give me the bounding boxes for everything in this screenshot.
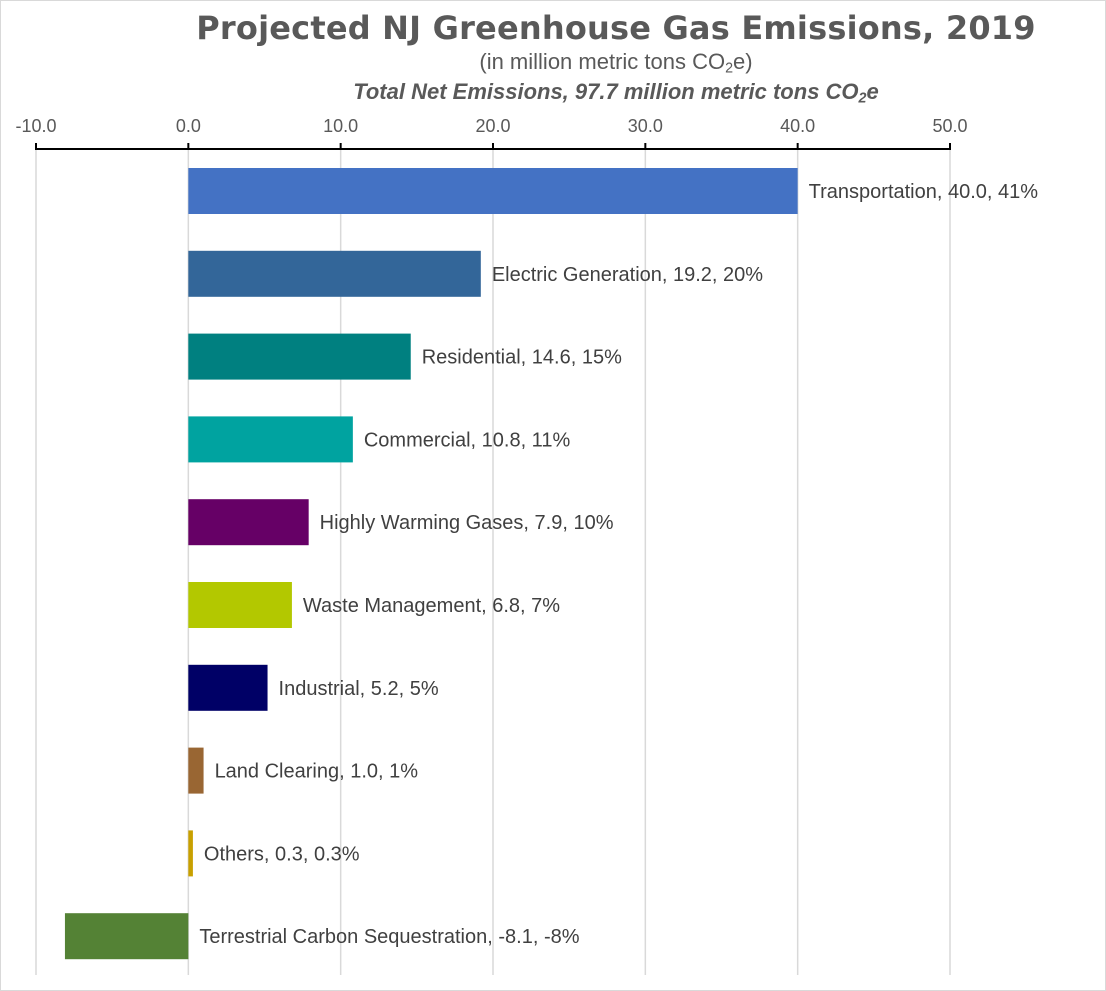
chart-subtitle: (in million metric tons CO2e) [1, 49, 1106, 77]
bar-transportation [188, 168, 798, 214]
data-label: Electric Generation, 19.2, 20% [492, 264, 763, 286]
bar-land-clearing [188, 747, 204, 794]
bar-industrial [188, 664, 268, 711]
data-label: Waste Management, 6.8, 7% [303, 595, 560, 617]
bar-highly-warming-gases [188, 499, 309, 546]
bar-commercial [188, 416, 353, 463]
data-label: Terrestrial Carbon Sequestration, -8.1, … [199, 926, 579, 948]
chart-total-suffix: e [866, 79, 879, 104]
data-label: Others, 0.3, 0.3% [204, 843, 360, 865]
x-tick-label: 50.0 [932, 116, 967, 136]
chart-subtitle-text: (in million metric tons CO [479, 49, 726, 74]
x-tick-label: 30.0 [628, 116, 663, 136]
chart-subtitle-suffix: e) [733, 49, 753, 74]
data-label: Land Clearing, 1.0, 1% [215, 761, 419, 783]
data-label: Industrial, 5.2, 5% [279, 678, 439, 700]
data-label: Transportation, 40.0, 41% [809, 181, 1039, 203]
data-label: Highly Warming Gases, 7.9, 10% [320, 512, 614, 534]
bar-terrestrial-carbon-sequestration [64, 913, 189, 960]
bar-residential [188, 333, 411, 380]
chart-total-net-emissions: Total Net Emissions, 97.7 million metric… [1, 79, 1106, 107]
bar-others [188, 830, 193, 877]
chart-total-text: Total Net Emissions, 97.7 million metric… [353, 79, 859, 104]
bar-electric-generation [188, 250, 481, 297]
x-tick-label: -10.0 [15, 116, 56, 136]
chart-title: Projected NJ Greenhouse Gas Emissions, 2… [196, 9, 1036, 47]
data-label: Commercial, 10.8, 11% [364, 429, 571, 451]
chart-subtitle-subscript: 2 [725, 60, 734, 77]
data-label: Residential, 14.6, 15% [422, 347, 622, 369]
x-tick-label: 20.0 [475, 116, 510, 136]
x-tick-label: 0.0 [176, 116, 201, 136]
chart-total-subscript: 2 [858, 90, 867, 107]
bar-waste-management [188, 582, 292, 628]
x-tick-label: 10.0 [323, 116, 358, 136]
x-tick-label: 40.0 [780, 116, 815, 136]
